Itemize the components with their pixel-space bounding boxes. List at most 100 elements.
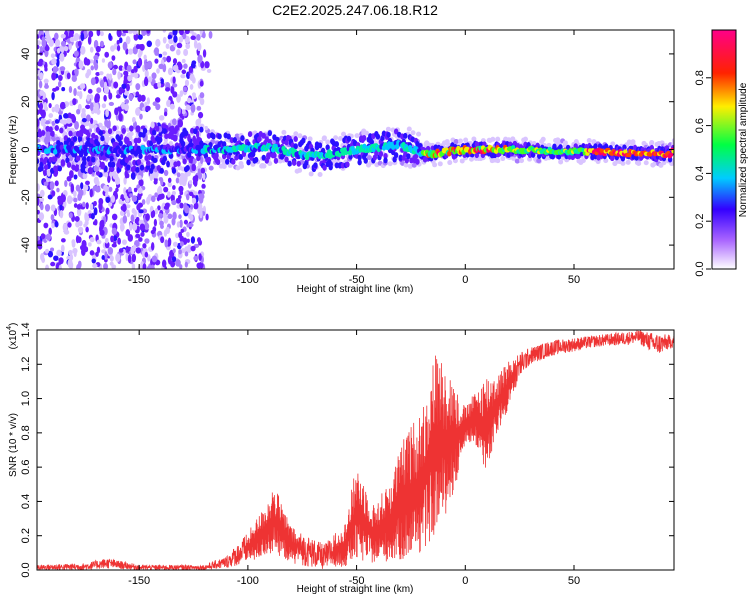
spectrogram-cell <box>191 197 197 204</box>
spectrogram-cell <box>164 202 170 208</box>
spectrogram-cell <box>313 162 318 169</box>
spectrogram-cell <box>96 246 101 254</box>
spectrogram-cell <box>261 163 267 169</box>
spectrogram-cell <box>119 210 125 216</box>
spectrogram-cell <box>160 78 164 85</box>
spectrogram-cell <box>176 94 181 103</box>
spectrogram-cell <box>145 105 151 112</box>
y-tick-label: -40 <box>20 237 32 253</box>
spectrogram-cell <box>158 63 164 70</box>
spectrogram-cell <box>415 158 420 165</box>
spectrogram-cell <box>146 40 153 48</box>
spectrogram-cell <box>536 158 542 164</box>
spectrogram-cell <box>540 136 546 142</box>
spectrogram-cell <box>38 58 44 64</box>
spectrogram-cell <box>144 238 150 244</box>
spectrogram-cell <box>189 204 194 210</box>
spectrogram-cell <box>383 157 388 164</box>
spectrogram-cell <box>580 158 586 164</box>
spectrogram-cell <box>77 226 84 234</box>
spectrogram-cell <box>125 204 131 209</box>
spectrogram-cell <box>158 136 163 143</box>
spectrogram-cell <box>603 143 609 150</box>
spectrogram-cell <box>181 109 186 115</box>
spectrogram-cell <box>187 133 191 142</box>
spectrogram-cell <box>490 136 496 142</box>
spectrogram-cell <box>130 171 136 180</box>
spectrogram-cell <box>44 45 50 52</box>
spectrogram-cell <box>131 263 136 269</box>
spectrogram-cell <box>74 216 80 222</box>
spectrogram-cell <box>172 248 176 254</box>
spectrogram-cell <box>192 158 197 165</box>
spectrogram-cell <box>109 255 114 262</box>
spectrogram-cell <box>59 119 64 124</box>
spectrogram-cell <box>115 253 121 262</box>
spectrogram-cell <box>51 190 56 197</box>
spectrogram-cell <box>284 156 289 163</box>
spectrogram-cell <box>558 159 564 165</box>
spectrogram-cell <box>166 55 172 63</box>
spectrogram-xlabel: Height of straight line (km) <box>297 284 414 295</box>
spectrogram-cell <box>78 131 84 138</box>
spectrogram-cell <box>121 32 127 37</box>
spectrogram-cell <box>90 77 96 86</box>
spectrogram-cell <box>672 157 674 162</box>
spectrogram-cell <box>95 186 101 193</box>
spectrogram-cell <box>165 43 170 49</box>
spectrogram-cell <box>138 237 143 242</box>
spectrogram-cell <box>80 182 84 190</box>
spectrogram-cell <box>116 30 122 38</box>
spectrogram-cell <box>50 247 55 252</box>
snr-xlabel: Height of straight line (km) <box>297 584 414 595</box>
spectrogram-cell <box>46 233 52 241</box>
spectrogram-cell <box>620 155 626 162</box>
spectrogram-cell <box>146 30 151 34</box>
spectrogram-panel: -150 -100 -50 0 50 -40 -20 0 20 40 Height of str… <box>8 29 675 295</box>
spectrogram-cell <box>57 80 62 88</box>
spectrogram-cell <box>101 125 107 131</box>
y-tick-label: 0.2 <box>20 528 32 543</box>
spectrogram-cell <box>171 83 178 88</box>
colorbar-label: Normalized spectral amplitude <box>738 82 749 217</box>
spectrogram-cell <box>183 63 188 69</box>
spectrogram-cell <box>154 58 159 64</box>
spectrogram-cell <box>54 39 61 48</box>
spectrogram-cell <box>130 246 135 255</box>
spectrogram-cell <box>180 248 186 254</box>
spectrogram-cell <box>78 220 83 227</box>
spectrogram-cell <box>205 213 209 221</box>
spectrogram-cell <box>177 120 183 128</box>
spectrogram-cell <box>44 49 49 58</box>
spectrogram-cell <box>136 137 142 144</box>
spectrogram-cell <box>113 43 117 50</box>
spectrogram-cell <box>368 133 373 140</box>
spectrogram-cell <box>37 197 40 206</box>
spectrogram-cell <box>44 136 49 145</box>
spectrogram-cell <box>66 117 72 124</box>
spectrogram-cell <box>150 264 155 269</box>
spectrogram-cell <box>61 86 66 92</box>
spectrogram-cell <box>385 126 391 132</box>
spectrogram-cell <box>83 223 88 228</box>
spectrogram-cell <box>200 167 206 174</box>
spectrogram-cell <box>610 141 616 147</box>
colorbar-tick-label: 0.4 <box>694 166 706 181</box>
spectrogram-cell <box>186 238 190 243</box>
spectrogram-cell <box>77 40 82 47</box>
spectrogram-cell <box>238 161 244 167</box>
spectrogram-cell <box>111 227 118 235</box>
spectrogram-cell <box>626 139 632 145</box>
spectrogram-cell <box>76 207 82 217</box>
spectrogram-cell <box>100 219 105 226</box>
spectrogram-cell <box>410 130 416 136</box>
spectrogram-cell <box>204 125 208 131</box>
spectrogram-cell <box>87 35 92 45</box>
spectrogram-cell <box>91 258 96 264</box>
spectrogram-cell <box>200 194 205 199</box>
spectrogram-cell <box>150 195 156 203</box>
spectrogram-cell <box>197 54 203 64</box>
spectrogram-cell <box>132 222 138 231</box>
spectrogram-cell <box>202 31 206 39</box>
spectrogram-cell <box>167 191 171 198</box>
